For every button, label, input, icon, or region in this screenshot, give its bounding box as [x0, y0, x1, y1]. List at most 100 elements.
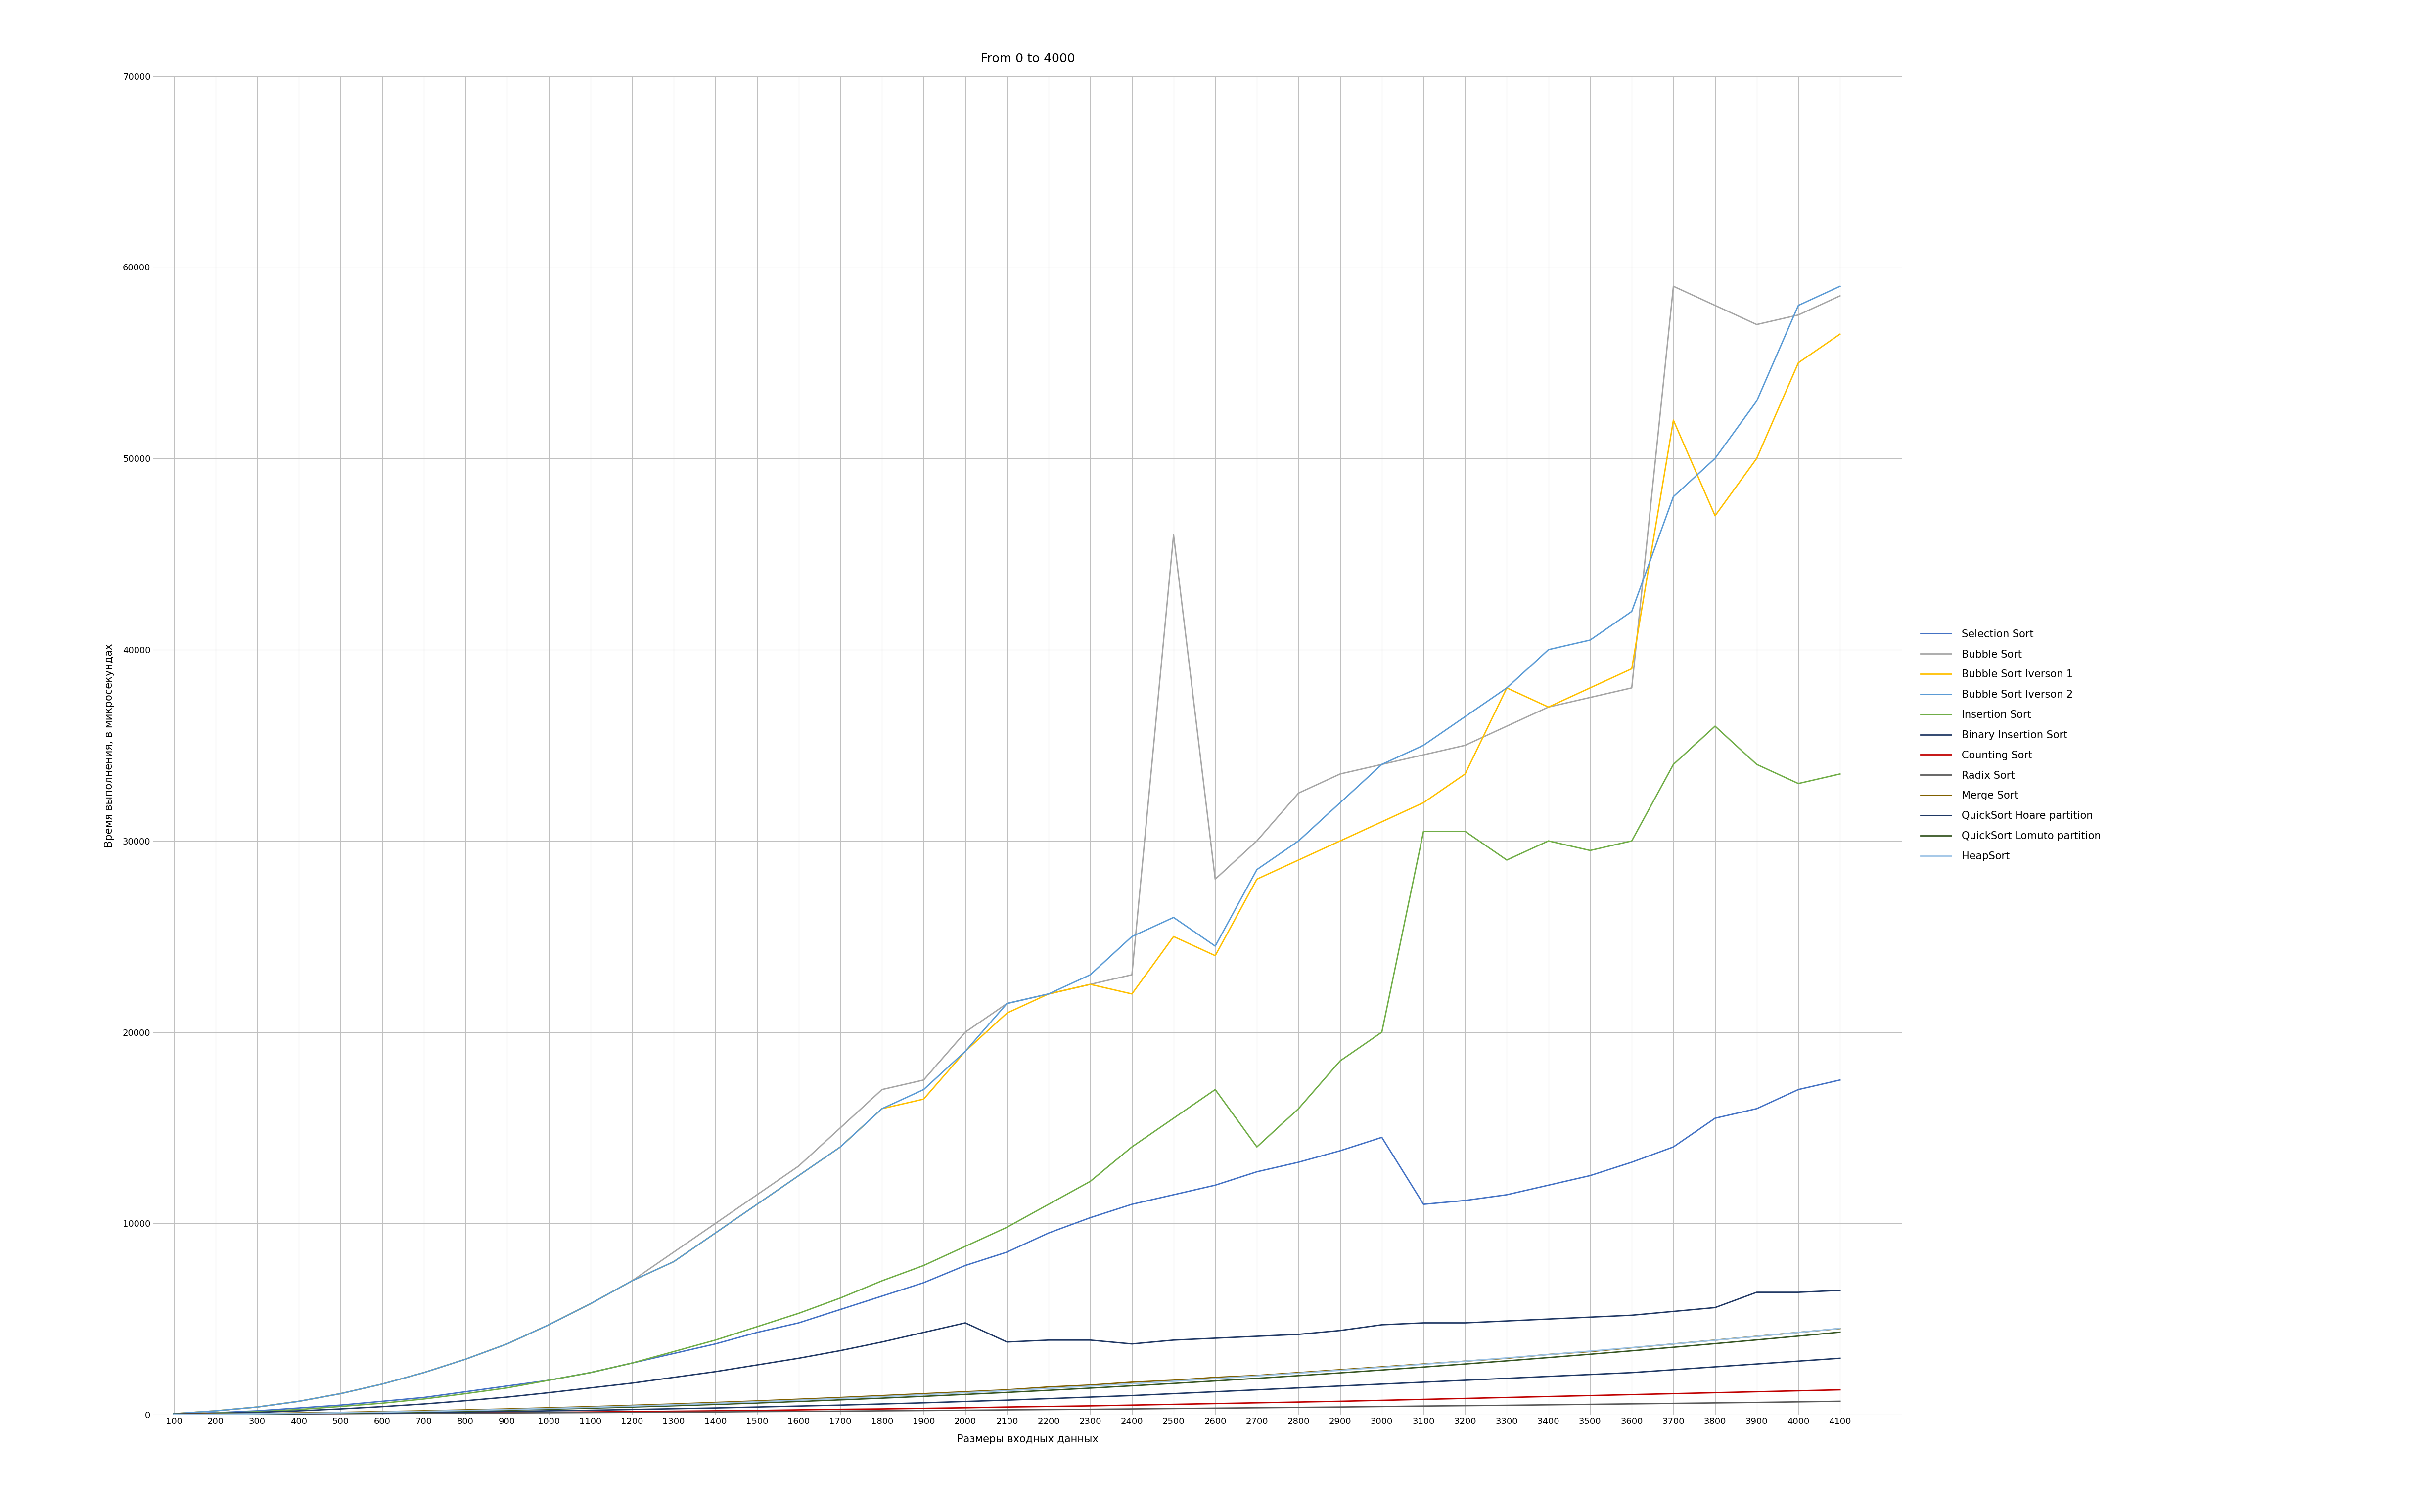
Selection Sort — [702, 1335, 731, 1353]
Bubble Sort Iverson 1 — [1742, 449, 1771, 467]
Counting Sort — [1700, 1383, 1729, 1402]
Radix Sort — [1241, 1399, 1270, 1417]
Binary Insertion Sort — [1783, 1284, 1812, 1302]
QuickSort Lomuto partition — [1783, 1328, 1812, 1346]
Radix Sort — [243, 1405, 272, 1423]
Bubble Sort — [408, 1364, 437, 1382]
Merge Sort — [826, 1388, 855, 1406]
Bubble Sort Iverson 1 — [243, 1399, 272, 1417]
Counting Sort — [1159, 1396, 1188, 1414]
Radix Sort — [867, 1402, 896, 1420]
Bubble Sort Iverson 2 — [1618, 602, 1647, 620]
QuickSort Hoare partition — [1783, 1352, 1812, 1370]
Bubble Sort Iverson 1 — [1533, 699, 1562, 717]
Bubble Sort Iverson 2 — [1659, 487, 1688, 505]
Bubble Sort — [325, 1385, 355, 1403]
QuickSort Lomuto partition — [1618, 1341, 1647, 1359]
Selection Sort — [1827, 1070, 1856, 1089]
Bubble Sort — [908, 1070, 938, 1089]
HeapSort — [1827, 1320, 1856, 1338]
Radix Sort — [743, 1403, 772, 1421]
Binary Insertion Sort — [1576, 1308, 1606, 1326]
Bubble Sort Iverson 1 — [826, 1139, 855, 1157]
Bubble Sort Iverson 1 — [867, 1099, 896, 1117]
Binary Insertion Sort — [1533, 1309, 1562, 1328]
Insertion Sort — [1450, 823, 1479, 841]
Binary Insertion Sort — [1409, 1314, 1438, 1332]
Merge Sort — [160, 1405, 189, 1423]
QuickSort Lomuto partition — [743, 1394, 772, 1412]
Bubble Sort Iverson 1 — [160, 1405, 189, 1423]
HeapSort — [408, 1402, 437, 1420]
Y-axis label: Время выполнения, в микросекундах: Время выполнения, в микросекундах — [104, 643, 114, 847]
QuickSort Lomuto partition — [202, 1405, 231, 1423]
Bubble Sort Iverson 1 — [1491, 679, 1521, 697]
Bubble Sort Iverson 1 — [1117, 984, 1146, 1002]
Binary Insertion Sort — [1117, 1335, 1146, 1353]
Bubble Sort — [702, 1214, 731, 1232]
Counting Sort — [1076, 1397, 1105, 1415]
Radix Sort — [408, 1405, 437, 1423]
QuickSort Lomuto partition — [1035, 1382, 1064, 1400]
QuickSort Lomuto partition — [1117, 1377, 1146, 1396]
Bubble Sort Iverson 1 — [743, 1194, 772, 1213]
Binary Insertion Sort — [325, 1400, 355, 1418]
Bubble Sort Iverson 2 — [325, 1385, 355, 1403]
QuickSort Lomuto partition — [1409, 1358, 1438, 1376]
HeapSort — [785, 1391, 814, 1409]
Counting Sort — [1450, 1390, 1479, 1408]
Insertion Sort — [408, 1390, 437, 1408]
QuickSort Lomuto partition — [702, 1396, 731, 1414]
Insertion Sort — [1241, 1139, 1270, 1157]
Counting Sort — [1491, 1388, 1521, 1406]
Title: From 0 to 4000: From 0 to 4000 — [981, 53, 1076, 65]
Insertion Sort — [1700, 717, 1729, 735]
Bubble Sort — [1409, 745, 1438, 764]
Line: Bubble Sort Iverson 2: Bubble Sort Iverson 2 — [175, 286, 1841, 1414]
Bubble Sort — [1117, 966, 1146, 984]
Merge Sort — [1200, 1368, 1229, 1387]
QuickSort Hoare partition — [1533, 1367, 1562, 1385]
Selection Sort — [325, 1396, 355, 1414]
Bubble Sort — [658, 1243, 687, 1261]
Binary Insertion Sort — [1700, 1299, 1729, 1317]
Bubble Sort — [1700, 296, 1729, 314]
Insertion Sort — [1200, 1081, 1229, 1099]
Merge Sort — [1159, 1371, 1188, 1390]
Bubble Sort Iverson 2 — [1409, 736, 1438, 754]
Merge Sort — [1491, 1349, 1521, 1367]
Radix Sort — [1117, 1400, 1146, 1418]
Bubble Sort — [1533, 699, 1562, 717]
HeapSort — [1700, 1331, 1729, 1349]
Insertion Sort — [617, 1353, 646, 1371]
Counting Sort — [1368, 1391, 1397, 1409]
Insertion Sort — [1159, 1110, 1188, 1128]
Bubble Sort — [1076, 975, 1105, 993]
Binary Insertion Sort — [243, 1403, 272, 1421]
Bubble Sort Iverson 2 — [702, 1223, 731, 1241]
Merge Sort — [785, 1390, 814, 1408]
QuickSort Hoare partition — [1659, 1361, 1688, 1379]
Selection Sort — [1783, 1081, 1812, 1099]
QuickSort Lomuto partition — [1700, 1335, 1729, 1353]
Selection Sort — [1076, 1208, 1105, 1226]
HeapSort — [576, 1399, 605, 1417]
QuickSort Lomuto partition — [1326, 1364, 1355, 1382]
Radix Sort — [1409, 1397, 1438, 1415]
Selection Sort — [1241, 1163, 1270, 1181]
Bubble Sort Iverson 1 — [617, 1272, 646, 1290]
Selection Sort — [743, 1323, 772, 1341]
Merge Sort — [576, 1397, 605, 1415]
QuickSort Lomuto partition — [408, 1403, 437, 1421]
Insertion Sort — [1409, 823, 1438, 841]
Selection Sort — [534, 1371, 564, 1390]
QuickSort Hoare partition — [202, 1405, 231, 1423]
QuickSort Hoare partition — [658, 1400, 687, 1418]
Merge Sort — [1783, 1323, 1812, 1341]
HeapSort — [1035, 1379, 1064, 1397]
Legend: Selection Sort, Bubble Sort, Bubble Sort Iverson 1, Bubble Sort Iverson 2, Inser: Selection Sort, Bubble Sort, Bubble Sort… — [1916, 624, 2106, 865]
Insertion Sort — [1035, 1194, 1064, 1213]
Bubble Sort Iverson 1 — [993, 1004, 1023, 1022]
Merge Sort — [1241, 1367, 1270, 1385]
Bubble Sort Iverson 1 — [1618, 659, 1647, 677]
